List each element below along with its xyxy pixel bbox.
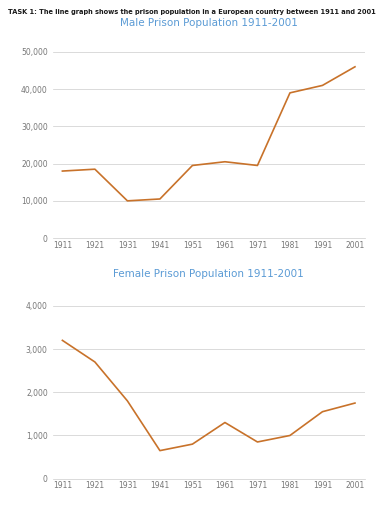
Text: TASK 1: The line graph shows the prison population in a European country between: TASK 1: The line graph shows the prison … [8,9,376,15]
Title: Male Prison Population 1911-2001: Male Prison Population 1911-2001 [120,18,298,28]
Title: Female Prison Population 1911-2001: Female Prison Population 1911-2001 [113,269,304,279]
